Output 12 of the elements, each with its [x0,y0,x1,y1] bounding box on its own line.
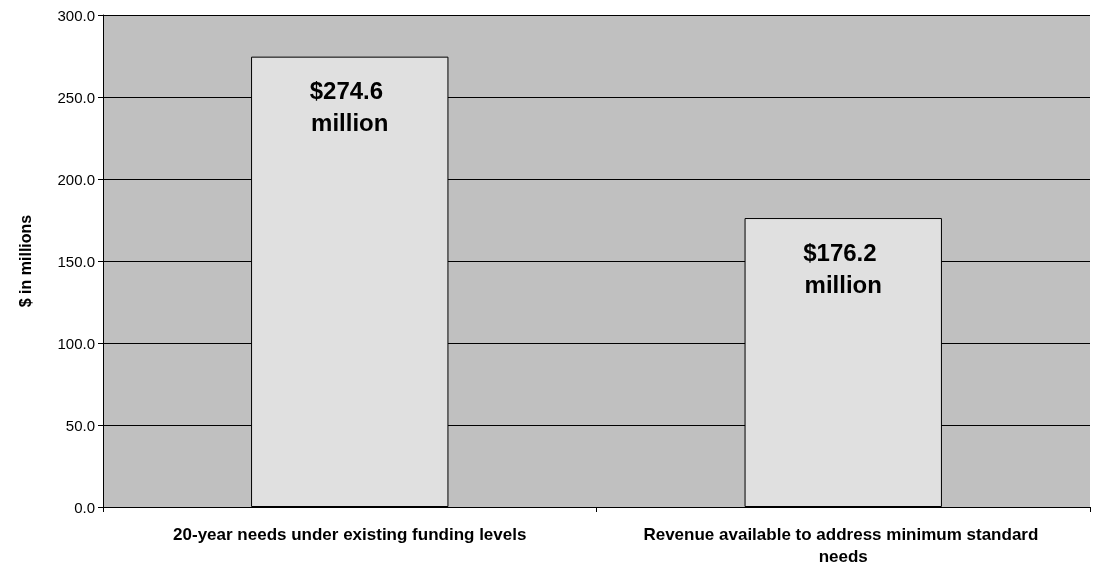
y-tick-label: 250.0 [57,88,95,106]
y-tick-label: 50.0 [65,416,95,434]
y-tick-label: 0.0 [74,498,95,516]
x-tick-label: 20-year needs under existing funding levels [173,524,527,544]
x-tick-label: Revenue available to address minimum standard needs [643,524,1044,566]
y-tick-label: 300.0 [57,6,95,24]
y-tick-label: 150.0 [57,252,95,270]
data-label: $176.2 million [803,238,884,298]
y-tick-label: 200.0 [57,170,95,188]
y-axis-title: $ in millions [16,214,34,308]
y-tick-label: 100.0 [57,334,95,352]
data-label: $274.6 million [309,77,390,137]
